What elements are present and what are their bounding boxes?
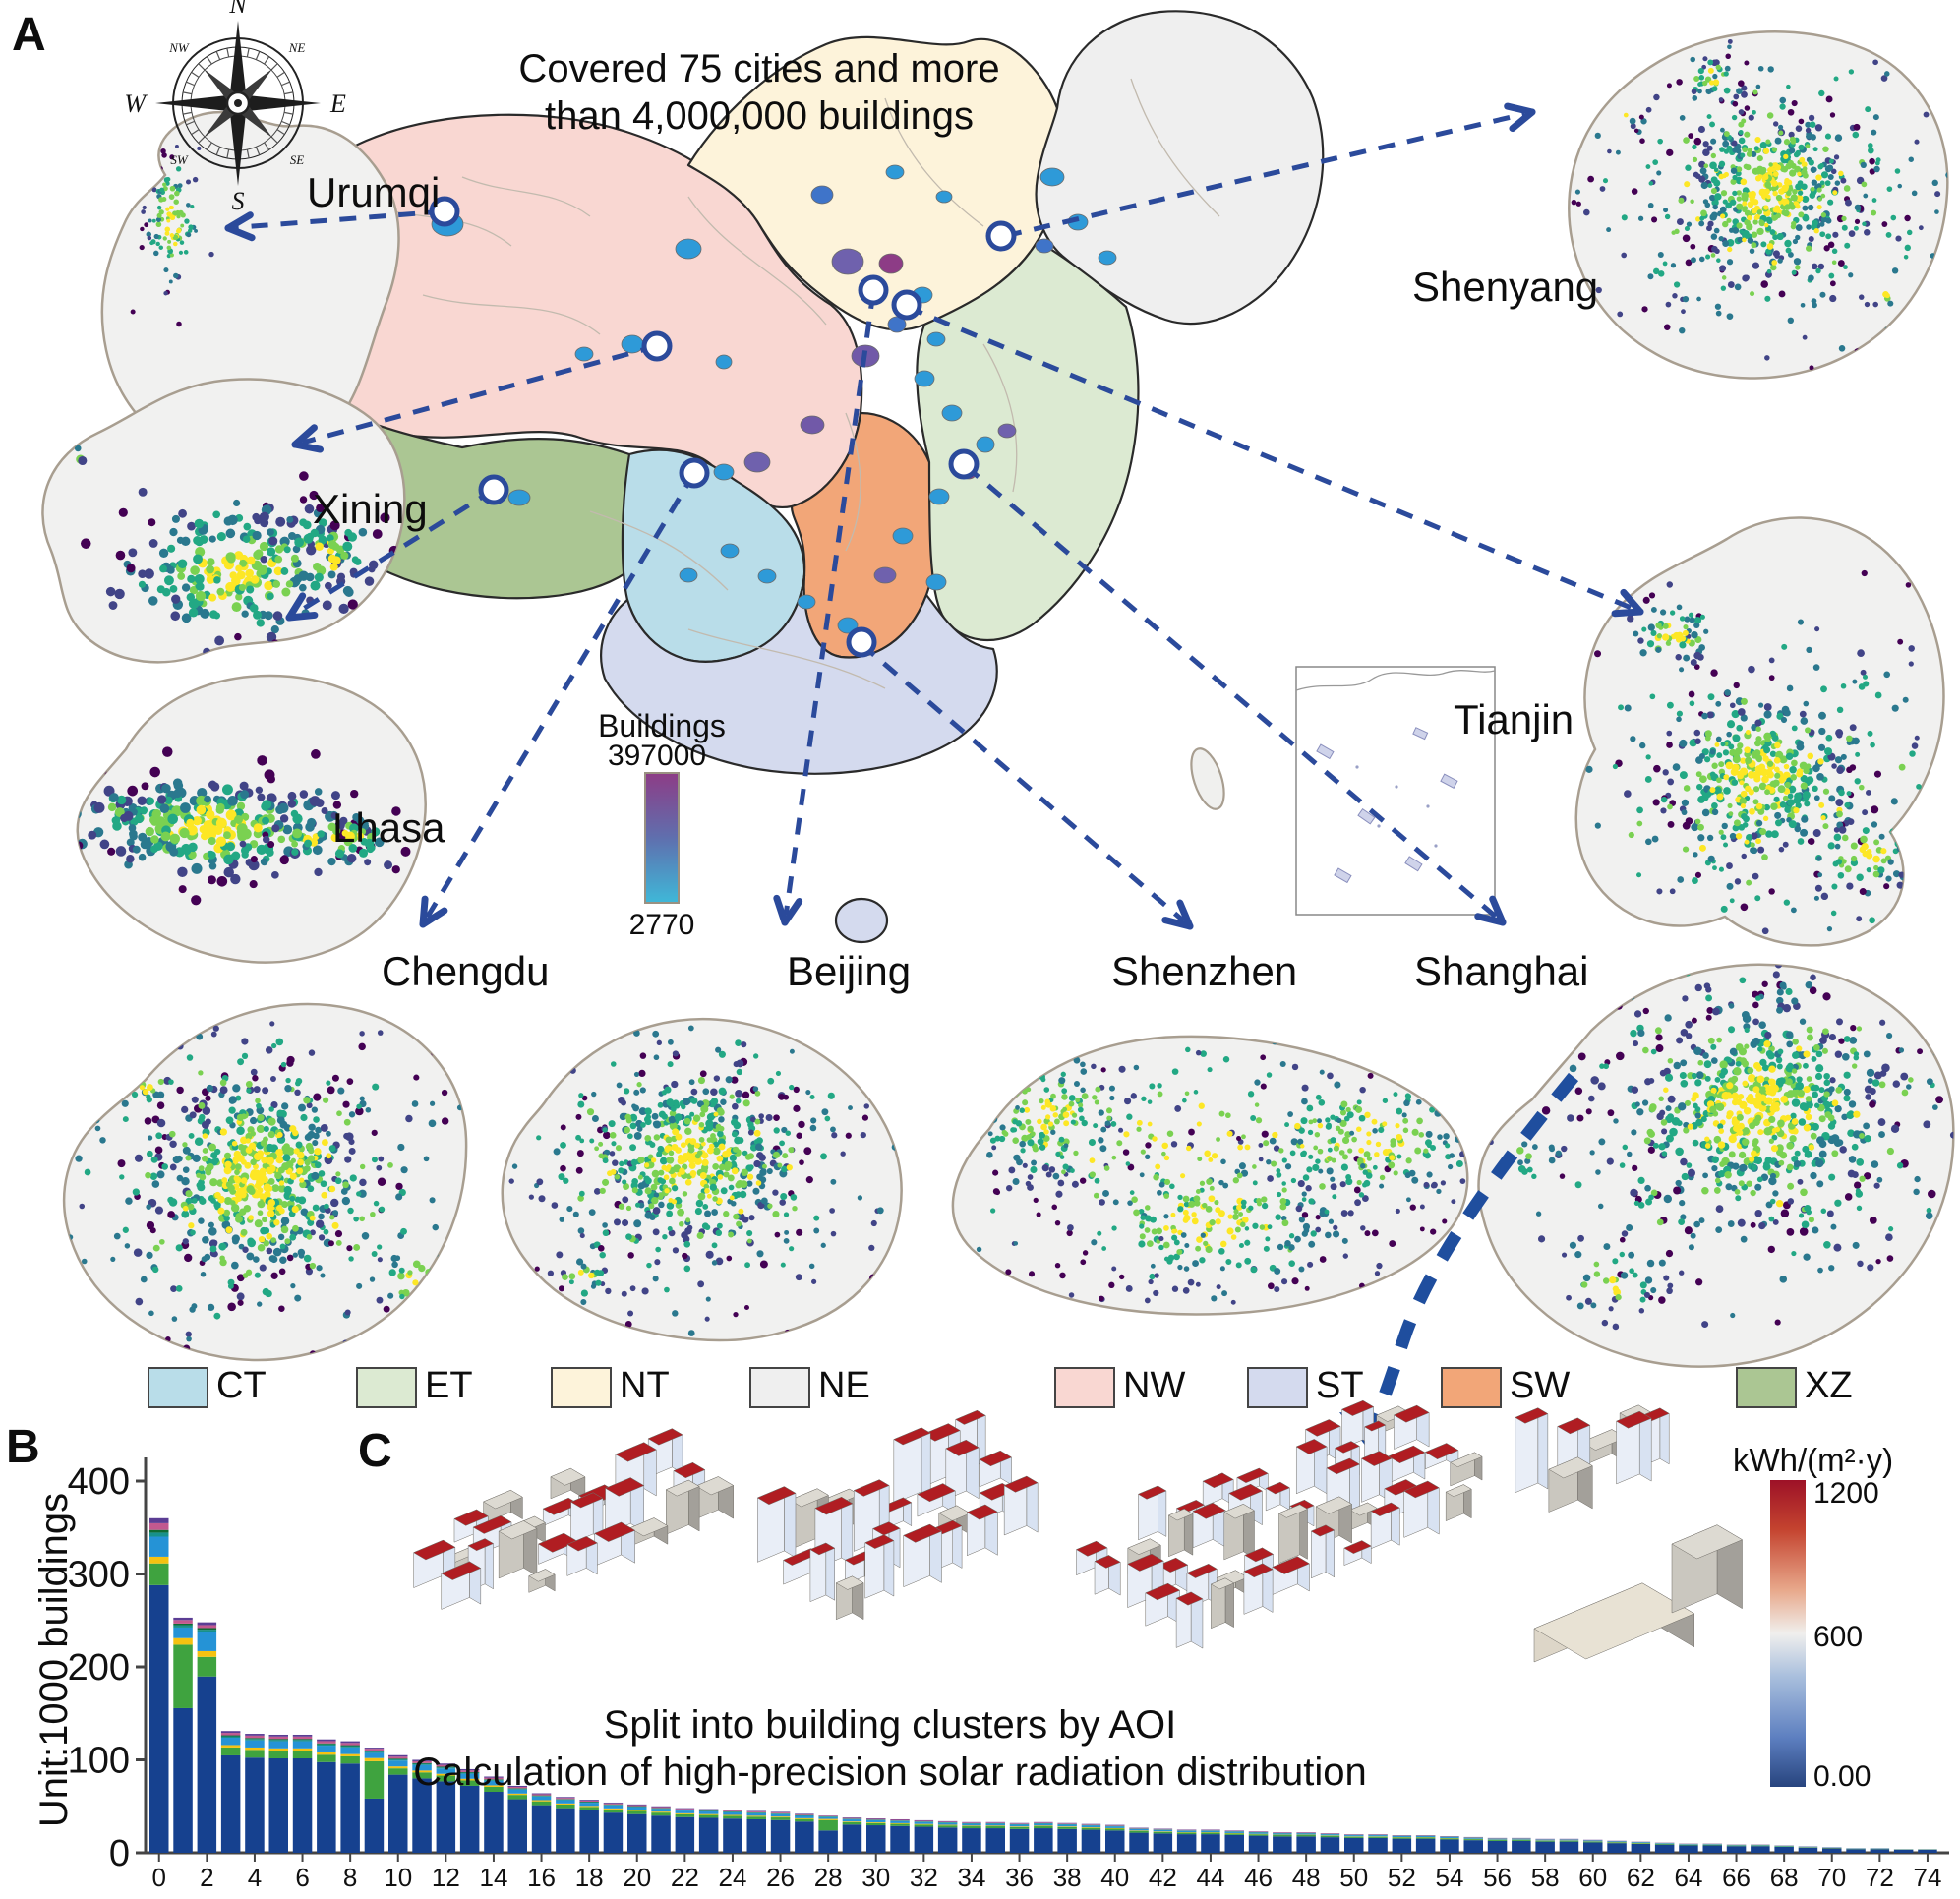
legend-swatch-ne	[749, 1367, 810, 1408]
inset-chengdu	[62, 1002, 468, 1362]
legend-label-xz: XZ	[1805, 1365, 1853, 1406]
buildings-colorbar	[644, 772, 680, 904]
panel-c-label: C	[358, 1425, 392, 1477]
inset-beijing	[501, 1017, 903, 1342]
thick-dashed-arrow	[1368, 1072, 1579, 1426]
caption-line2: Calculation of high-precision solar radi…	[413, 1751, 1367, 1794]
compass-nw-label: NW	[168, 40, 190, 55]
legend-label-ct: CT	[216, 1365, 267, 1406]
legend-swatch-ct	[148, 1367, 208, 1408]
city-label-urumqi: Urumqi	[307, 169, 441, 215]
city-label-lhasa: Lhasa	[332, 804, 445, 851]
solar-colorbar-tick-max: 1200	[1813, 1477, 1879, 1510]
dashed-arrows	[224, 102, 1644, 930]
legend-label-st: ST	[1316, 1365, 1364, 1406]
buildings-colorbar-max: 397000	[607, 740, 707, 772]
city-inset-maps	[41, 30, 1955, 1368]
inset-shanghai	[1477, 963, 1955, 1368]
chart-y-axis-label: Unit:1000 buildings	[32, 1492, 76, 1828]
inset-shenzhen	[951, 1035, 1469, 1316]
panel-a-label: A	[12, 9, 46, 61]
compass-ne-label: NE	[288, 40, 306, 55]
compass-w-label: W	[124, 89, 148, 118]
city-label-shenyang: Shenyang	[1412, 264, 1599, 310]
legend-swatch-nw	[1054, 1367, 1115, 1408]
highlighted-city-patches	[431, 164, 1117, 634]
city-label-shanghai: Shanghai	[1414, 948, 1589, 994]
compass-sw-label: SW	[170, 152, 189, 167]
building-cluster-renders	[413, 1399, 1744, 1663]
solar-colorbar	[1770, 1480, 1806, 1787]
compass-e-label: E	[329, 89, 346, 118]
legend-swatch-sw	[1441, 1367, 1502, 1408]
legend-label-sw: SW	[1510, 1365, 1571, 1406]
inset-lhasa	[76, 674, 427, 964]
legend-label-nt: NT	[620, 1365, 670, 1406]
south-china-sea-inset	[1295, 666, 1496, 916]
legend-swatch-et	[356, 1367, 417, 1408]
legend-swatch-xz	[1736, 1367, 1797, 1408]
buildings-colorbar-min: 2770	[628, 909, 695, 941]
city-label-shenzhen: Shenzhen	[1111, 948, 1298, 994]
caption-line1: Split into building clusters by AOI	[603, 1703, 1177, 1747]
panel-b-label: B	[6, 1421, 40, 1473]
figure-title-line1: Covered 75 cities and more	[518, 47, 1000, 90]
city-label-chengdu: Chengdu	[382, 948, 550, 994]
legend-swatch-st	[1247, 1367, 1308, 1408]
compass-se-label: SE	[290, 152, 305, 167]
city-label-tianjin: Tianjin	[1454, 696, 1574, 742]
legend-label-ne: NE	[818, 1365, 870, 1406]
legend-swatch-nt	[551, 1367, 612, 1408]
compass-s-label: S	[232, 187, 245, 215]
figure-title-line2: than 4,000,000 buildings	[545, 94, 974, 138]
buildings-colorbar-title: Buildings	[598, 708, 726, 743]
inset-shenyang	[1568, 30, 1949, 380]
legend-label-nw: NW	[1123, 1365, 1186, 1406]
compass-rose-icon: N S W E NW NE SW SE	[124, 0, 346, 215]
taiwan-shape	[1190, 747, 1225, 810]
city-markers	[429, 196, 1017, 658]
solar-colorbar-tick-min: 0.00	[1813, 1760, 1871, 1793]
city-label-xining: Xining	[313, 486, 428, 532]
inset-xining	[41, 378, 406, 664]
compass-n-label: N	[228, 0, 248, 19]
city-label-beijing: Beijing	[787, 948, 912, 994]
legend-label-et: ET	[425, 1365, 473, 1406]
solar-colorbar-title: kWh/(m²·y)	[1733, 1442, 1894, 1478]
solar-colorbar-tick-mid: 600	[1813, 1621, 1864, 1653]
